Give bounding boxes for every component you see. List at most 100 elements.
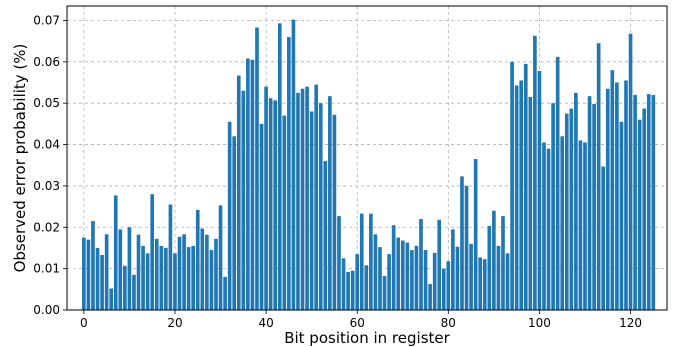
bar — [414, 245, 419, 310]
y-tick-label: 0.02 — [33, 220, 60, 234]
bar — [441, 268, 446, 310]
bar — [113, 195, 118, 310]
bar — [250, 59, 255, 310]
bar — [428, 283, 432, 310]
bar — [214, 238, 218, 310]
bar — [432, 252, 437, 310]
bar — [118, 229, 123, 310]
x-tick-label: 40 — [258, 316, 273, 330]
bar — [387, 254, 391, 310]
bar — [514, 85, 519, 310]
bar — [309, 111, 314, 310]
x-axis-label: Bit position in register — [284, 329, 450, 347]
x-tick-label: 60 — [350, 316, 365, 330]
bar — [555, 56, 560, 310]
bar — [628, 33, 633, 311]
bar — [396, 237, 401, 310]
bar — [132, 274, 136, 310]
bar — [382, 276, 387, 310]
bar — [437, 219, 442, 310]
bar — [323, 161, 328, 310]
y-tick-label: 0.07 — [33, 13, 60, 27]
x-tick-label: 80 — [441, 316, 456, 330]
bars — [82, 19, 656, 311]
bar — [369, 213, 373, 310]
bar — [501, 216, 505, 310]
bar — [300, 88, 305, 310]
bar — [305, 86, 309, 310]
bar — [200, 228, 205, 310]
bar — [528, 96, 533, 310]
x-tick-label: 20 — [167, 316, 182, 330]
bar — [141, 245, 145, 310]
bar — [95, 247, 100, 310]
bar — [264, 86, 268, 310]
bar — [633, 94, 637, 310]
bar — [378, 247, 382, 310]
bar — [574, 92, 578, 310]
bar — [150, 194, 155, 310]
bar — [273, 100, 278, 311]
y-tick-label: 0.03 — [33, 179, 60, 193]
bar — [218, 205, 223, 310]
bar — [186, 247, 191, 310]
bar — [615, 82, 619, 311]
bar — [464, 185, 469, 310]
y-tick-label: 0.06 — [33, 55, 60, 69]
bar — [173, 253, 177, 310]
bar — [487, 226, 492, 310]
bar — [455, 246, 460, 310]
bar — [82, 237, 86, 310]
bar — [164, 247, 168, 310]
bar — [127, 227, 132, 310]
bar — [86, 239, 91, 310]
bar — [259, 123, 264, 310]
bar — [337, 216, 341, 310]
bar — [533, 35, 537, 310]
bar — [510, 61, 514, 311]
y-tick-label: 0.05 — [33, 96, 60, 110]
bar — [646, 94, 651, 310]
bar — [400, 240, 405, 310]
bar — [296, 92, 300, 310]
y-tick-label: 0.00 — [33, 303, 60, 317]
bar — [277, 23, 282, 310]
bar — [542, 142, 546, 310]
bar — [341, 258, 346, 310]
bar — [569, 108, 574, 310]
bar — [100, 254, 104, 310]
bar — [232, 136, 237, 310]
y-axis-label: Observed error probability (%) — [11, 44, 29, 273]
bar — [405, 242, 410, 310]
bar — [583, 142, 587, 310]
bar — [492, 210, 496, 310]
bar — [601, 166, 606, 310]
bar — [391, 225, 396, 310]
bar — [223, 276, 227, 310]
bar — [154, 238, 159, 310]
bar — [159, 245, 164, 310]
bar — [523, 63, 528, 311]
bar — [469, 243, 473, 310]
bar — [496, 245, 501, 310]
bar — [373, 234, 378, 310]
bar — [291, 19, 296, 310]
bar — [460, 176, 464, 310]
bar — [109, 288, 114, 310]
bar — [610, 70, 615, 310]
bar — [642, 108, 647, 310]
bar — [619, 121, 624, 310]
x-tick-label: 100 — [528, 316, 551, 330]
bar — [637, 119, 642, 311]
bar — [364, 265, 369, 310]
bar — [592, 104, 596, 310]
y-tick-label: 0.04 — [33, 138, 60, 152]
x-tick-label: 120 — [619, 316, 642, 330]
bar — [182, 234, 186, 310]
bar — [346, 271, 350, 310]
x-tick-label: 0 — [80, 316, 88, 330]
y-axis-ticks: 0.00 0.01 0.02 0.03 0.04 0.05 0.06 0.07 — [33, 13, 67, 317]
bar — [537, 70, 542, 310]
bar — [605, 88, 610, 310]
bar — [236, 75, 241, 310]
